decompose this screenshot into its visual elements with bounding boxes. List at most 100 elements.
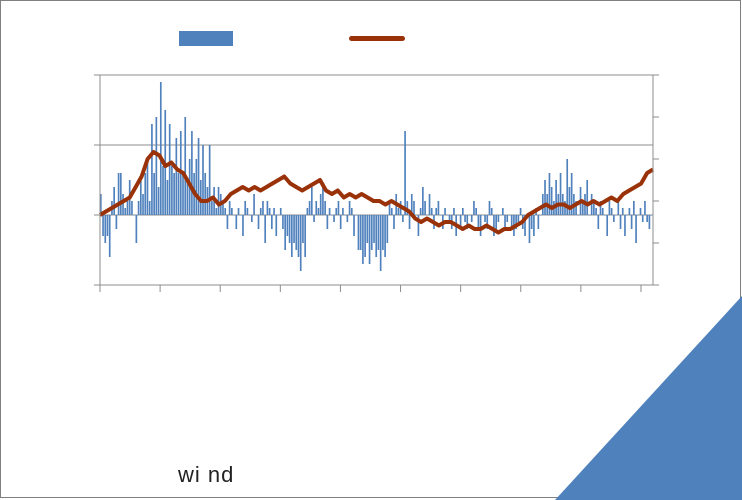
bar [182,173,184,215]
bar [566,159,569,215]
bar [215,208,218,215]
bar [344,215,346,216]
bar [162,166,164,215]
bar [413,201,415,215]
bar [550,187,553,215]
bar [231,208,233,215]
bar [446,215,449,216]
bar [186,180,189,215]
bar [613,215,615,222]
bar [453,208,455,215]
bar [621,208,624,215]
bar [222,201,224,215]
bar [237,208,240,215]
bar [515,215,517,229]
bar [479,215,482,236]
bar [319,194,322,215]
bar [495,215,497,229]
bar [595,208,597,215]
bar [346,215,349,222]
bar [155,117,158,215]
bar [464,215,466,222]
bar [488,201,491,215]
bar [348,201,351,215]
bar [639,208,642,215]
bar [242,215,244,236]
bar [168,124,171,215]
bar [470,215,473,222]
bar [191,131,193,215]
bar [499,215,502,216]
bar [633,201,635,215]
bar [104,215,107,243]
bar [246,208,249,215]
bar [144,173,147,215]
bar [617,201,620,215]
bar [466,215,469,229]
bar [606,215,609,236]
bar [437,201,440,215]
bar [370,215,373,250]
bar [117,173,120,215]
bar [428,194,431,215]
bar [259,208,262,215]
bar [519,208,522,215]
bar [251,215,253,222]
bar [282,215,284,229]
bar [208,145,211,215]
bar [508,215,511,216]
bar [593,201,595,215]
bar [171,166,173,215]
bar [417,215,420,236]
bar [224,208,227,215]
bar [588,215,591,216]
bar [410,194,413,215]
bar [533,215,535,236]
bar [355,215,358,216]
bar [626,215,629,216]
bar [350,208,353,215]
bar [310,187,313,215]
bar [373,215,375,243]
bar [641,215,644,222]
bar [288,215,291,243]
bar [106,215,109,236]
bar [308,201,311,215]
bar [226,215,229,229]
bar [184,117,187,215]
bar [228,201,231,215]
bar [333,215,335,222]
bar [382,215,384,250]
bar [264,215,267,243]
bar [481,215,484,216]
bar [530,215,533,229]
bar [473,201,475,215]
bar [353,215,355,236]
bar [610,208,613,215]
bar [317,208,320,215]
bar [568,187,571,215]
bar [444,208,446,215]
bar [386,215,389,243]
bar [435,208,438,215]
bar [646,215,649,222]
bar [601,208,604,215]
bar [199,180,202,215]
bar [244,201,247,215]
bar [586,180,589,215]
bar [377,215,380,250]
bar [504,215,506,229]
bar [604,215,606,216]
bar [564,201,566,215]
bar [279,208,282,215]
bar [239,215,242,216]
bar [115,215,118,229]
bar [151,124,153,215]
bar [306,208,309,215]
bar [475,208,477,215]
bar [255,215,258,216]
bar [393,215,395,229]
bar [517,215,520,222]
bar [477,215,480,229]
